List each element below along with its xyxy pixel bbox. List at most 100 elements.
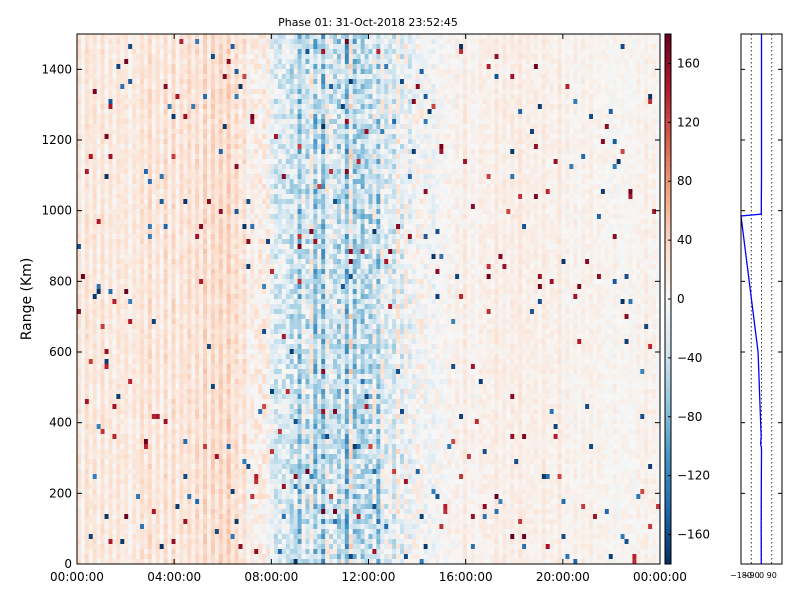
heatmap-cell (143, 39, 149, 45)
heatmap-cell (218, 374, 224, 380)
heatmap-cell (88, 524, 94, 530)
heatmap-cell (218, 39, 224, 45)
heatmap-cell (124, 229, 129, 235)
heatmap-cell (183, 64, 188, 70)
heatmap-cell (140, 459, 145, 465)
heatmap-cell (104, 374, 109, 380)
heatmap-cell (128, 359, 133, 365)
heatmap-cell (96, 479, 101, 485)
heatmap-cell (191, 519, 196, 525)
heatmap-cell (100, 269, 105, 275)
heatmap-cell (199, 189, 204, 195)
heatmap-cell (84, 164, 90, 170)
heatmap-cell (96, 524, 101, 530)
heatmap-cell (140, 464, 145, 470)
heatmap-cell (116, 229, 121, 235)
heatmap-cell (77, 149, 82, 155)
heatmap-cell (120, 44, 125, 50)
heatmap-cell (226, 224, 231, 230)
heatmap-cell (203, 254, 208, 260)
heatmap-cell (159, 554, 164, 560)
heatmap-cell (250, 294, 255, 300)
heatmap-cell (116, 259, 121, 265)
heatmap-cell (77, 309, 82, 315)
heatmap-cell (128, 489, 133, 495)
heatmap-cell (254, 404, 259, 410)
heatmap-cell (191, 39, 196, 45)
heatmap-cell (92, 199, 97, 205)
heatmap-cell (132, 64, 137, 70)
heatmap-cell (238, 154, 243, 160)
heatmap-cell (143, 529, 149, 535)
heatmap-cell (171, 499, 176, 505)
heatmap-cell (84, 344, 90, 350)
heatmap-cell (136, 94, 141, 100)
heatmap-cell (258, 534, 263, 540)
heatmap-cell (84, 114, 90, 120)
heatmap-cell (159, 209, 164, 215)
heatmap-cell (77, 379, 82, 385)
heatmap-cell (80, 379, 86, 385)
heatmap-cell (120, 389, 125, 395)
heatmap-cell (258, 94, 263, 100)
heatmap-cell (218, 434, 224, 440)
heatmap-cell (183, 474, 188, 480)
heatmap-cell (151, 209, 157, 215)
heatmap-cell (187, 504, 192, 510)
heatmap-cell (258, 554, 263, 560)
heatmap-cell (258, 384, 263, 390)
heatmap-cell (116, 174, 121, 180)
heatmap-cell (100, 484, 105, 490)
heatmap-cell (191, 289, 196, 295)
heatmap-cell (191, 319, 196, 325)
heatmap-cell (230, 369, 235, 375)
heatmap-cell (191, 49, 196, 55)
heatmap-cell (124, 49, 129, 55)
heatmap-cell (136, 474, 141, 480)
heatmap-cell (116, 54, 121, 60)
heatmap-cell (175, 84, 180, 90)
heatmap-cell (128, 484, 133, 490)
heatmap-cell (199, 39, 204, 45)
heatmap-cell (80, 499, 86, 505)
heatmap-cell (155, 239, 161, 245)
heatmap-cell (191, 279, 196, 285)
heatmap-cell (116, 64, 121, 70)
heatmap-cell (203, 164, 208, 170)
heatmap-cell (143, 209, 149, 215)
heatmap-cell (258, 499, 263, 505)
heatmap-cell (151, 429, 157, 435)
heatmap-cell (183, 154, 188, 160)
heatmap-cell (175, 214, 180, 220)
heatmap-cell (140, 434, 145, 440)
heatmap-cell (179, 534, 184, 540)
heatmap-cell (199, 364, 204, 370)
heatmap-cell (147, 279, 153, 285)
heatmap-cell (140, 429, 145, 435)
heatmap-cell (203, 269, 208, 275)
heatmap-cell (80, 479, 86, 485)
heatmap-cell (77, 84, 82, 90)
heatmap-cell (132, 84, 137, 90)
heatmap-cell (206, 479, 212, 485)
heatmap-cell (108, 394, 113, 400)
heatmap-cell (128, 49, 133, 55)
heatmap-cell (88, 219, 94, 225)
heatmap-cell (132, 239, 137, 245)
heatmap-cell (191, 234, 196, 240)
heatmap-cell (108, 49, 113, 55)
heatmap-cell (147, 194, 153, 200)
heatmap-cell (151, 39, 157, 45)
heatmap-cell (136, 189, 141, 195)
heatmap-cell (258, 124, 263, 130)
heatmap-cell (159, 244, 164, 250)
heatmap-cell (159, 404, 164, 410)
heatmap-cell (104, 219, 109, 225)
heatmap-cell (242, 414, 247, 420)
heatmap-cell (136, 219, 141, 225)
heatmap-cell (88, 414, 94, 420)
heatmap-cell (179, 34, 184, 40)
heatmap-cell (250, 459, 255, 465)
heatmap-cell (210, 539, 216, 545)
heatmap-cell (171, 64, 176, 70)
